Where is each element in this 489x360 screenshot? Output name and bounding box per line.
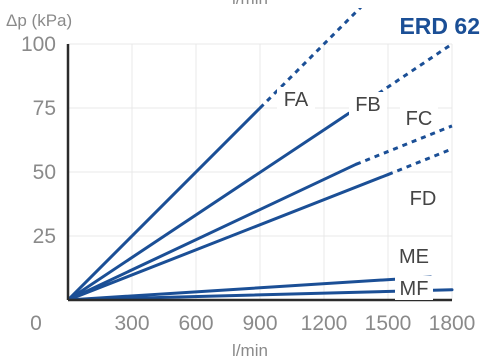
series-line-me xyxy=(68,275,433,300)
series-label-backdrop xyxy=(404,186,442,210)
x-tick-label: 600 xyxy=(178,312,213,335)
series-line-fd xyxy=(68,173,390,300)
tick-labels: 0 300 600 900 1200 1500 1800 25 50 75 100 xyxy=(21,33,475,335)
chart-title: ERD 62 xyxy=(399,13,480,39)
series-label-backdrop xyxy=(277,87,315,111)
x-axis-label: l/min xyxy=(232,341,268,360)
y-tick-label: 50 xyxy=(33,161,56,184)
series-extrapolation-fc xyxy=(355,124,453,166)
y-tick-label: 75 xyxy=(33,97,56,120)
series-extrapolation-fa xyxy=(258,8,363,110)
series-label-mf: MF xyxy=(400,278,429,300)
y-tick-label: 100 xyxy=(21,33,56,56)
series-line-fc xyxy=(68,162,358,300)
series-label-me: ME xyxy=(399,246,429,268)
series-label-backdrop xyxy=(395,244,433,268)
y-axis-label: Δp (kPa) xyxy=(6,11,72,30)
series-line-fa xyxy=(68,106,262,300)
series-label-backdrop xyxy=(400,106,438,130)
series-label-backdrop xyxy=(349,92,387,116)
series-label-fd: FD xyxy=(410,188,437,210)
x-tick-label: 1200 xyxy=(301,312,348,335)
series-label-fa: FA xyxy=(284,89,309,111)
x-tick-label: 900 xyxy=(242,312,277,335)
series-label-backdrop xyxy=(395,276,433,300)
y-tick-label: 25 xyxy=(33,225,56,248)
series-labels: FA FB FC FD ME MF xyxy=(277,87,442,300)
x-tick-label: 300 xyxy=(114,312,149,335)
x-tick-label: 0 xyxy=(30,312,42,335)
series-label-fc: FC xyxy=(406,108,433,130)
series-line-mf xyxy=(68,288,454,300)
series-label-fb: FB xyxy=(355,94,381,116)
x-tick-label: 1500 xyxy=(365,312,412,335)
series-line-fb xyxy=(68,114,347,300)
axes xyxy=(66,44,452,302)
x-tick-label: 1800 xyxy=(429,312,476,335)
top-x-axis-label: l/min xyxy=(232,0,268,8)
series-extrapolation-fd xyxy=(387,147,453,176)
